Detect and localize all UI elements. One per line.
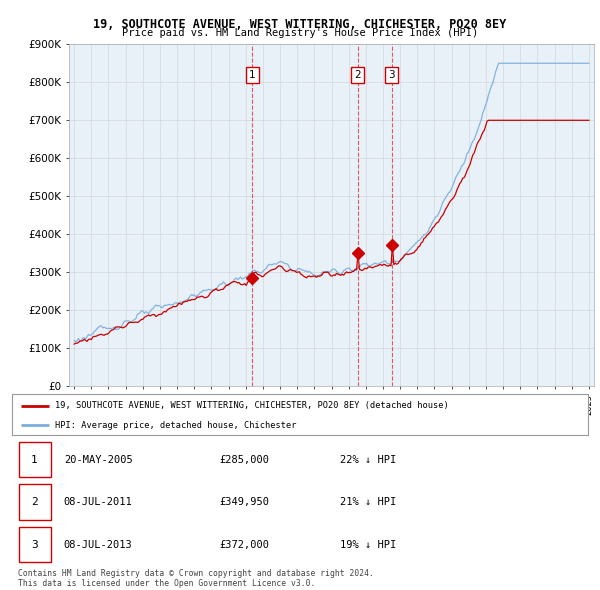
Text: 3: 3 (389, 70, 395, 80)
Text: 22% ↓ HPI: 22% ↓ HPI (340, 455, 397, 464)
Text: 3: 3 (31, 540, 38, 549)
Text: 19, SOUTHCOTE AVENUE, WEST WITTERING, CHICHESTER, PO20 8EY (detached house): 19, SOUTHCOTE AVENUE, WEST WITTERING, CH… (55, 401, 449, 410)
FancyBboxPatch shape (12, 394, 588, 435)
Text: £372,000: £372,000 (220, 540, 269, 549)
Text: 19, SOUTHCOTE AVENUE, WEST WITTERING, CHICHESTER, PO20 8EY: 19, SOUTHCOTE AVENUE, WEST WITTERING, CH… (94, 18, 506, 31)
FancyBboxPatch shape (19, 484, 50, 520)
Text: 20-MAY-2005: 20-MAY-2005 (64, 455, 133, 464)
Text: 08-JUL-2013: 08-JUL-2013 (64, 540, 133, 549)
Text: HPI: Average price, detached house, Chichester: HPI: Average price, detached house, Chic… (55, 421, 296, 430)
Text: £349,950: £349,950 (220, 497, 269, 507)
Text: Contains HM Land Registry data © Crown copyright and database right 2024.
This d: Contains HM Land Registry data © Crown c… (18, 569, 374, 588)
FancyBboxPatch shape (19, 527, 50, 562)
Text: £285,000: £285,000 (220, 455, 269, 464)
Text: 2: 2 (354, 70, 361, 80)
Text: 1: 1 (249, 70, 256, 80)
Text: 21% ↓ HPI: 21% ↓ HPI (340, 497, 397, 507)
Text: 19% ↓ HPI: 19% ↓ HPI (340, 540, 397, 549)
FancyBboxPatch shape (19, 442, 50, 477)
Text: Price paid vs. HM Land Registry's House Price Index (HPI): Price paid vs. HM Land Registry's House … (122, 28, 478, 38)
Text: 1: 1 (31, 455, 38, 464)
Text: 08-JUL-2011: 08-JUL-2011 (64, 497, 133, 507)
Text: 2: 2 (31, 497, 38, 507)
